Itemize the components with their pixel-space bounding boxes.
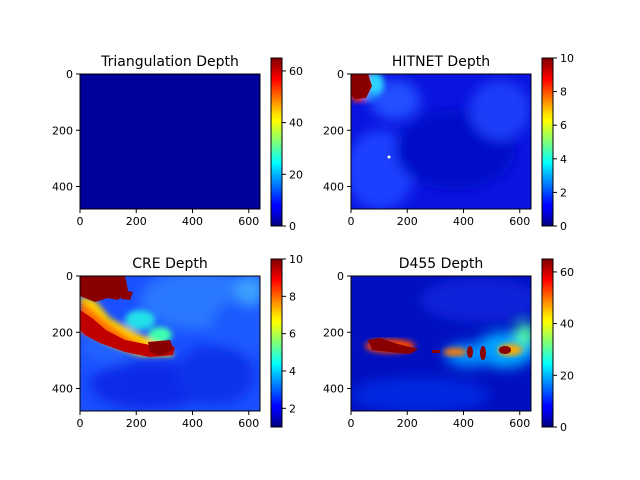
y-tick-label: 400 xyxy=(323,383,344,396)
y-tick-label: 0 xyxy=(66,68,73,81)
panel-2-title: HITNET Depth xyxy=(392,54,490,70)
x-tick-label: 0 xyxy=(77,417,84,430)
axes-frame-3 xyxy=(79,275,261,412)
y-tick-label: 0 xyxy=(337,68,344,81)
colorbar-tick-label: 0 xyxy=(560,220,567,233)
colorbar-ticks-4: 0 20 40 60 xyxy=(553,266,574,434)
axes-frame-4 xyxy=(350,275,532,412)
panel-1-title: Triangulation Depth xyxy=(100,54,239,70)
y-tick-label: 200 xyxy=(52,124,73,137)
colorbar-tick-label: 2 xyxy=(289,402,296,415)
colorbar-ticks-2: 0 2 4 6 8 10 xyxy=(553,52,574,233)
axis-ticks-2: 0 200 400 600 0 200 400 xyxy=(323,68,530,228)
axis-ticks-1: 0 200 400 600 0 200 400 xyxy=(52,68,259,228)
y-tick-label: 400 xyxy=(323,181,344,194)
colorbar-frame-1 xyxy=(270,57,283,227)
x-tick-label: 0 xyxy=(348,417,355,430)
colorbar-frame-4 xyxy=(541,258,554,428)
x-tick-label: 600 xyxy=(238,215,259,228)
colorbar-frame-3 xyxy=(270,258,283,428)
colorbar-4 xyxy=(542,259,553,427)
x-tick-label: 200 xyxy=(126,215,147,228)
colorbar-tick-label: 4 xyxy=(560,153,567,166)
colorbar-tick-label: 40 xyxy=(289,117,303,130)
x-tick-label: 0 xyxy=(348,215,355,228)
heatmap-image-3 xyxy=(80,276,260,411)
colorbar-2 xyxy=(542,58,553,226)
y-tick-label: 200 xyxy=(323,326,344,339)
heatmap-image-2 xyxy=(351,74,531,209)
colorbar-3 xyxy=(271,259,282,427)
y-tick-label: 400 xyxy=(52,383,73,396)
x-tick-label: 600 xyxy=(238,417,259,430)
y-tick-label: 400 xyxy=(52,181,73,194)
y-tick-label: 0 xyxy=(66,270,73,283)
panel-cre: CRE Depth 0 200 400 600 0 200 400 xyxy=(52,253,303,430)
x-tick-label: 200 xyxy=(397,417,418,430)
panel-hitnet: HITNET Depth 0 200 400 600 0 200 400 0 2 4 6 8 10 xyxy=(323,52,574,233)
x-tick-label: 600 xyxy=(509,215,530,228)
colorbar-tick-label: 4 xyxy=(289,365,296,378)
y-tick-label: 0 xyxy=(337,270,344,283)
x-tick-label: 200 xyxy=(126,417,147,430)
x-tick-label: 0 xyxy=(77,215,84,228)
y-tick-label: 200 xyxy=(52,326,73,339)
colorbar-tick-label: 20 xyxy=(289,168,303,181)
colorbar-tick-label: 0 xyxy=(289,220,296,233)
colorbar-tick-label: 20 xyxy=(560,369,574,382)
colorbar-ticks-3: 2 4 6 8 10 xyxy=(282,253,303,415)
axis-ticks-4: 0 200 400 600 0 200 400 xyxy=(323,270,530,430)
x-tick-label: 400 xyxy=(453,215,474,228)
heatmap-image-4 xyxy=(351,276,531,411)
axis-ticks-3: 0 200 400 600 0 200 400 xyxy=(52,270,259,430)
colorbar-ticks-1: 0 20 40 60 xyxy=(282,65,303,233)
colorbar-tick-label: 8 xyxy=(289,290,296,303)
x-tick-label: 400 xyxy=(182,417,203,430)
heatmap-image-1 xyxy=(80,74,260,209)
colorbar-tick-label: 6 xyxy=(560,119,567,132)
colorbar-tick-label: 6 xyxy=(289,328,296,341)
axes-frame-2 xyxy=(350,73,532,210)
colorbar-frame-2 xyxy=(541,57,554,227)
x-tick-label: 400 xyxy=(453,417,474,430)
x-tick-label: 600 xyxy=(509,417,530,430)
x-tick-label: 200 xyxy=(397,215,418,228)
panel-triangulation: Triangulation Depth 0 200 400 600 0 200 400 0 2… xyxy=(52,54,303,233)
panel-4-title: D455 Depth xyxy=(399,256,484,272)
colorbar-tick-label: 60 xyxy=(560,266,574,279)
colorbar-1 xyxy=(271,58,282,226)
colorbar-tick-label: 10 xyxy=(560,52,574,65)
colorbar-tick-label: 40 xyxy=(560,318,574,331)
y-tick-label: 200 xyxy=(323,124,344,137)
axes-frame-1 xyxy=(79,73,261,210)
colorbar-tick-label: 2 xyxy=(560,186,567,199)
colorbar-tick-label: 0 xyxy=(560,421,567,434)
colorbar-tick-label: 8 xyxy=(560,86,567,99)
colorbar-tick-label: 60 xyxy=(289,65,303,78)
panel-3-title: CRE Depth xyxy=(132,256,207,272)
colorbar-tick-label: 10 xyxy=(289,253,303,266)
x-tick-label: 400 xyxy=(182,215,203,228)
